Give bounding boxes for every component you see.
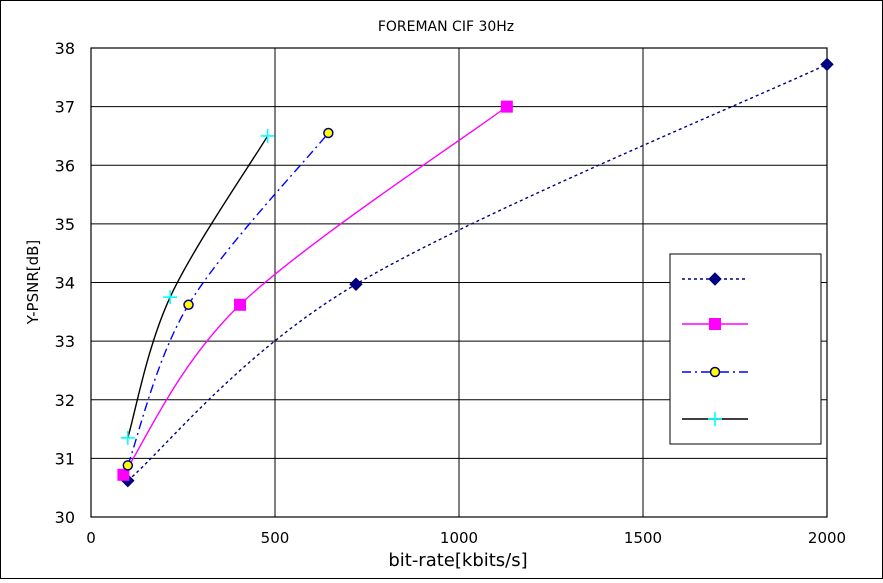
y-tick-label: 31	[55, 449, 75, 468]
y-tick-label: 38	[55, 39, 75, 58]
legend-marker	[708, 272, 722, 286]
data-point	[234, 298, 247, 311]
series-line	[122, 106, 508, 476]
data-point	[117, 468, 130, 481]
y-tick-label: 36	[55, 156, 75, 175]
x-tick-label: 1500	[624, 529, 662, 547]
x-tick-label: 0	[86, 529, 96, 547]
legend-entry-3	[682, 366, 748, 378]
x-axis-label: bit-rate[kbits/s]	[388, 550, 527, 571]
x-tick-label: 1000	[440, 529, 478, 547]
chart-title: FOREMAN CIF 30Hz	[378, 19, 514, 35]
data-point	[500, 100, 513, 113]
series-layer	[117, 57, 834, 488]
x-tick-label: 2000	[808, 529, 846, 547]
legend-entry-4	[682, 412, 748, 426]
series-line	[127, 63, 828, 482]
legend	[669, 253, 822, 445]
y-tick-label: 37	[55, 98, 75, 117]
series-2	[117, 100, 513, 481]
data-point	[120, 430, 135, 445]
y-axis-label: Y-PSNR[dB]	[24, 240, 42, 326]
data-point	[163, 290, 178, 305]
data-point	[349, 277, 363, 291]
legend-entry-2	[682, 318, 748, 330]
y-tick-label: 32	[55, 391, 75, 410]
y-tick-label: 35	[55, 215, 75, 234]
data-point	[820, 57, 834, 72]
legend-marker	[709, 318, 721, 330]
legend-marker	[709, 366, 721, 378]
x-tick-label: 500	[261, 529, 290, 547]
y-tick-label: 33	[55, 332, 75, 351]
data-point	[183, 299, 194, 311]
y-tick-label: 30	[55, 508, 75, 527]
legend-marker	[708, 412, 722, 426]
tick-labels: 0 500 1000 1500 2000 30 31 32 33 34 35 36 37 38	[55, 39, 846, 547]
series-3	[122, 127, 334, 471]
y-tick-label: 34	[55, 274, 75, 293]
data-point	[323, 127, 334, 139]
legend-entry-1	[682, 272, 748, 286]
data-point	[260, 128, 275, 143]
data-point	[122, 460, 134, 471]
legend-box	[669, 253, 822, 445]
series-4	[120, 128, 275, 445]
